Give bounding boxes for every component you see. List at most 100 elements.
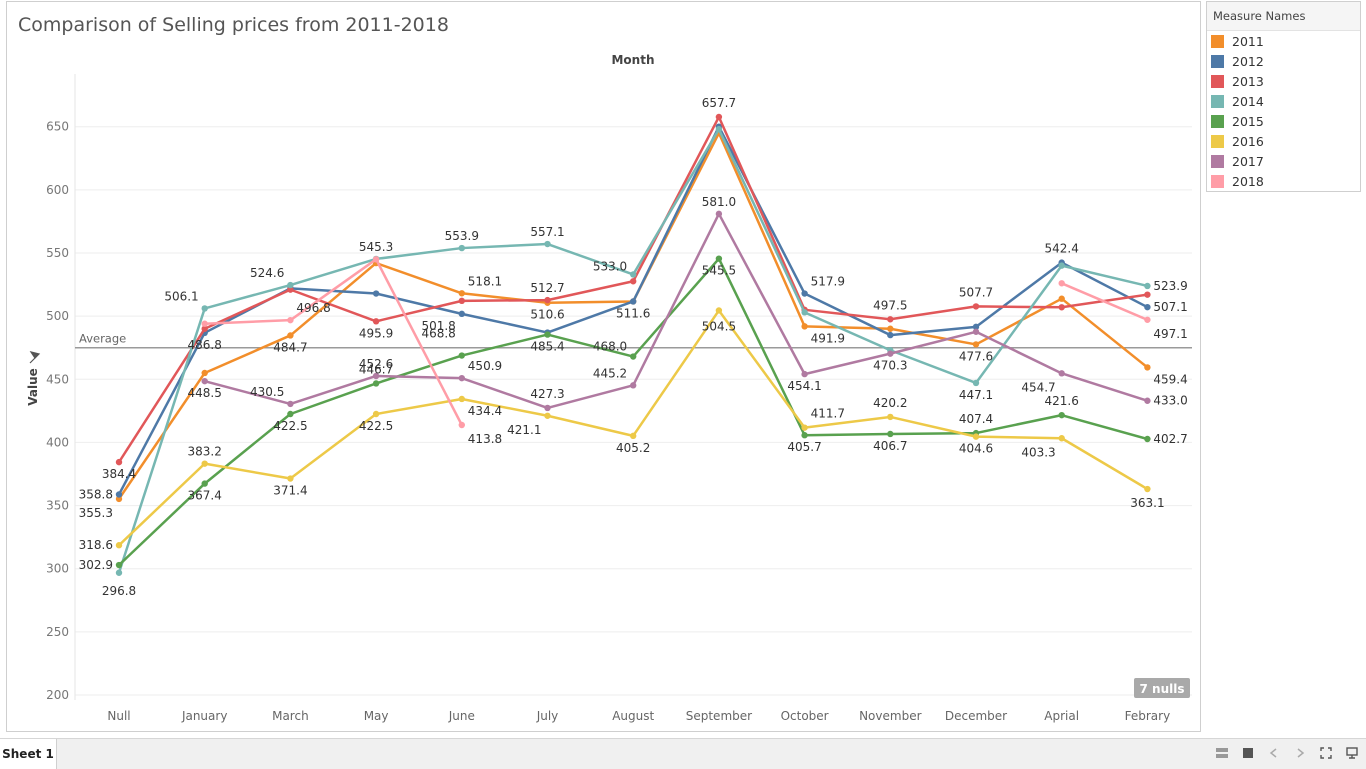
data-point-2011[interactable] — [887, 325, 894, 332]
legend-item-2014[interactable]: 2014 — [1207, 91, 1360, 111]
data-point-2012[interactable] — [972, 323, 980, 331]
data-point-2016[interactable] — [115, 542, 123, 549]
data-point-2015[interactable] — [115, 561, 123, 569]
data-point-2012[interactable] — [115, 491, 123, 498]
data-point-2012[interactable] — [630, 298, 637, 305]
legend-item-2013[interactable]: 2013 — [1207, 71, 1360, 91]
data-point-2012[interactable] — [801, 290, 808, 297]
grid-view-icon[interactable] — [1216, 747, 1228, 759]
data-point-2015[interactable] — [715, 255, 723, 262]
presentation-icon[interactable] — [1346, 747, 1358, 759]
data-point-2014[interactable] — [115, 569, 123, 576]
data-point-2017[interactable] — [1144, 397, 1151, 404]
data-point-2012[interactable] — [1144, 303, 1151, 311]
data-point-2013[interactable] — [287, 286, 294, 293]
data-point-2013[interactable] — [972, 303, 980, 310]
series-line-2017[interactable] — [204, 212, 1148, 410]
data-point-2013[interactable] — [1144, 291, 1151, 298]
data-point-2018[interactable] — [372, 256, 380, 263]
data-point-2015[interactable] — [1058, 411, 1065, 419]
first-page-icon[interactable] — [1268, 747, 1280, 759]
series-line-2018[interactable] — [1061, 282, 1148, 321]
data-point-2017[interactable] — [715, 210, 723, 218]
data-point-2014[interactable] — [630, 271, 637, 278]
data-point-2015[interactable] — [1144, 435, 1151, 443]
data-point-2013[interactable] — [887, 316, 894, 323]
data-point-2015[interactable] — [458, 352, 465, 359]
data-point-2017[interactable] — [801, 370, 808, 378]
data-point-2013[interactable] — [544, 296, 551, 304]
data-point-2017[interactable] — [972, 328, 980, 335]
data-point-2018[interactable] — [458, 421, 465, 429]
data-point-2011[interactable] — [115, 495, 123, 503]
sheet-tab[interactable]: Sheet 1 — [0, 739, 57, 769]
legend-item-2016[interactable]: 2016 — [1207, 131, 1360, 151]
data-point-2013[interactable] — [1058, 304, 1065, 311]
data-point-2011[interactable] — [287, 332, 294, 339]
data-point-2018[interactable] — [1144, 316, 1151, 323]
data-point-2012[interactable] — [458, 310, 465, 318]
data-point-2016[interactable] — [630, 432, 637, 440]
data-point-2013[interactable] — [630, 278, 637, 285]
last-page-icon[interactable] — [1294, 747, 1306, 759]
pin-icon[interactable] — [29, 351, 41, 364]
data-point-2011[interactable] — [1144, 364, 1151, 371]
data-point-2014[interactable] — [1144, 282, 1151, 290]
data-point-2016[interactable] — [972, 433, 980, 440]
data-point-2013[interactable] — [372, 318, 380, 325]
data-point-2017[interactable] — [201, 377, 208, 385]
stop-icon[interactable] — [1242, 747, 1254, 759]
data-point-2016[interactable] — [287, 475, 294, 482]
data-point-2013[interactable] — [201, 325, 208, 332]
data-point-2014[interactable] — [287, 281, 294, 289]
nulls-badge[interactable] — [1134, 678, 1190, 698]
data-point-2011[interactable] — [801, 323, 808, 330]
data-point-2018[interactable] — [1058, 280, 1065, 287]
data-point-2016[interactable] — [201, 460, 208, 467]
data-point-2018[interactable] — [287, 316, 294, 324]
data-point-2017[interactable] — [544, 404, 551, 412]
data-point-2016[interactable] — [1144, 485, 1151, 493]
data-point-2011[interactable] — [972, 341, 980, 348]
legend-item-2011[interactable]: 2011 — [1207, 31, 1360, 51]
data-point-2014[interactable] — [715, 126, 723, 133]
data-point-2012[interactable] — [887, 331, 894, 339]
data-point-2014[interactable] — [458, 244, 465, 252]
data-point-2015[interactable] — [201, 480, 208, 487]
data-point-2016[interactable] — [544, 412, 551, 419]
data-point-2017[interactable] — [287, 400, 294, 408]
data-point-2014[interactable] — [801, 309, 808, 316]
data-point-2011[interactable] — [1058, 295, 1065, 302]
data-point-2013[interactable] — [458, 297, 465, 305]
data-point-2017[interactable] — [372, 372, 380, 380]
data-point-2011[interactable] — [458, 290, 465, 297]
data-point-2016[interactable] — [801, 424, 808, 431]
data-point-2016[interactable] — [715, 307, 723, 314]
data-point-2013[interactable] — [115, 458, 123, 466]
legend-item-2017[interactable]: 2017 — [1207, 151, 1360, 171]
data-point-2017[interactable] — [1058, 370, 1065, 377]
data-point-2016[interactable] — [1058, 435, 1065, 442]
legend-item-2012[interactable]: 2012 — [1207, 51, 1360, 71]
data-point-2015[interactable] — [630, 353, 637, 360]
data-point-2012[interactable] — [372, 290, 380, 297]
data-point-2015[interactable] — [544, 331, 551, 338]
legend-item-2015[interactable]: 2015 — [1207, 111, 1360, 131]
fit-icon[interactable] — [1320, 747, 1332, 759]
data-point-2016[interactable] — [372, 410, 380, 418]
data-point-2014[interactable] — [544, 240, 551, 248]
data-point-2017[interactable] — [458, 374, 465, 382]
data-point-2013[interactable] — [715, 113, 723, 121]
line-chart[interactable]: 200 250 300 350 400 450 500 550 600 650 Month Value… — [7, 2, 1200, 731]
data-point-2017[interactable] — [630, 382, 637, 389]
series-line-2018[interactable] — [204, 258, 463, 426]
data-point-2011[interactable] — [201, 369, 208, 377]
data-point-2014[interactable] — [972, 379, 980, 387]
data-point-2015[interactable] — [372, 380, 380, 387]
data-point-2016[interactable] — [458, 395, 465, 403]
data-point-2015[interactable] — [287, 410, 294, 418]
data-point-2018[interactable] — [201, 320, 208, 327]
legend-item-2018[interactable]: 2018 — [1207, 171, 1360, 191]
data-point-2015[interactable] — [801, 432, 808, 439]
data-point-2017[interactable] — [887, 350, 894, 357]
